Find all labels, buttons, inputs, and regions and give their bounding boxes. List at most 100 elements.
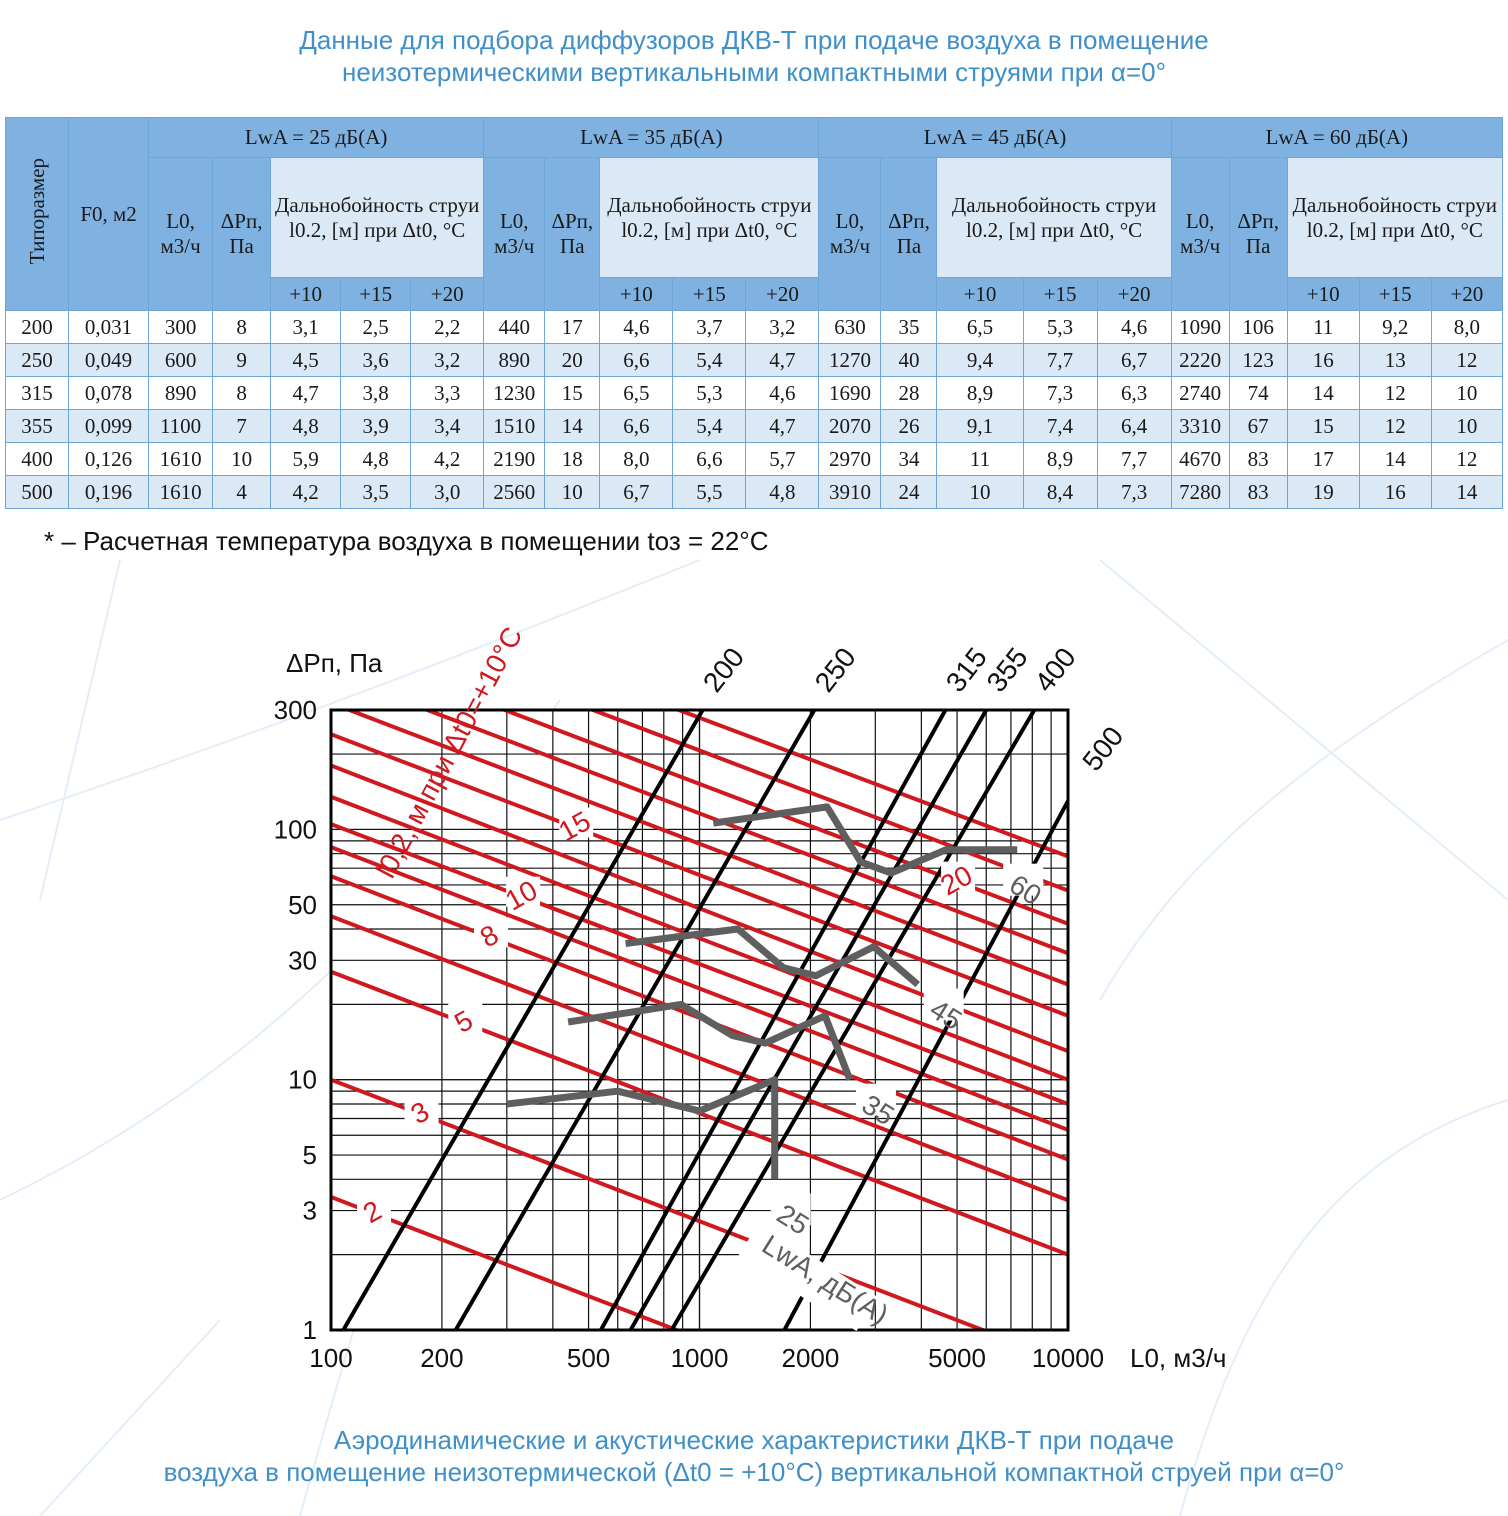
group-header-25: LwA = 25 дБ(А)	[148, 117, 485, 158]
dt-header: +10	[1286, 277, 1360, 311]
table-cell: 24	[880, 475, 938, 509]
table-cell: 315	[4, 376, 70, 410]
x-tick-label: 200	[420, 1343, 463, 1373]
noise-line-25	[506, 1076, 779, 1180]
table-cell: 74	[1228, 376, 1288, 410]
table-cell: 4,8	[340, 442, 412, 476]
table-cell: 16	[1286, 343, 1360, 377]
dt-header: +20	[1096, 277, 1172, 311]
table-cell: 1230	[483, 376, 546, 410]
chart-caption-line2: воздуха в помещение неизотермической (Δt…	[163, 1457, 1345, 1487]
table-cell: 0,196	[68, 475, 150, 509]
table-cell: 8,0	[1430, 310, 1504, 344]
table-cell: 2070	[818, 409, 882, 443]
table-cell: 5,4	[672, 343, 747, 377]
table-title-line1: Данные для подбора диффузоров ДКВ-Т при …	[299, 25, 1209, 55]
throw-label-bg	[356, 1193, 391, 1224]
dt-header: +10	[270, 277, 342, 311]
throw-label-bg	[506, 876, 541, 907]
table-cell: 15	[544, 376, 601, 410]
pressure-header: ΔPп, Па	[544, 157, 601, 311]
dt-header: +15	[1358, 277, 1432, 311]
throw-line	[331, 1077, 989, 1330]
dt-header: +15	[1022, 277, 1098, 311]
x-tick-label: 5000	[928, 1343, 986, 1373]
diffuser-data-table: Типоразмер F0, м2 LwA = 25 дБ(А) LwA = 3…	[4, 117, 1504, 509]
table-cell: 0,031	[68, 310, 150, 344]
table-cell: 4,8	[745, 475, 820, 509]
table-cell: 5,5	[672, 475, 747, 509]
table-title: Данные для подбора диффузоров ДКВ-Т при …	[0, 24, 1508, 88]
y-axis-label: ΔPп, Па	[286, 648, 383, 678]
table-cell: 7,3	[1096, 475, 1172, 509]
table-cell: 4,8	[270, 409, 342, 443]
table-body: 200 0,031 300 8 3,1 2,5 2,2 440 17 4,6 3,7 3,2 630 35…	[4, 310, 1504, 509]
table-cell: 500	[4, 475, 70, 509]
throw-label-bg	[941, 861, 976, 892]
flow-header: L0, м3/ч	[483, 157, 546, 311]
size-label-400: 400	[1029, 642, 1082, 698]
table-cell: 7	[212, 409, 272, 443]
table-cell: 3,1	[270, 310, 342, 344]
table-title-line2: неизотермическими вертикальными компактн…	[341, 57, 1167, 87]
throw-line	[343, 710, 1068, 987]
table-cell: 4,6	[745, 376, 820, 410]
table-cell: 0,099	[68, 409, 150, 443]
table-cell: 10	[544, 475, 601, 509]
throw-header: Дальнобойность струи l0.2, [м] при Δt0, …	[1286, 157, 1504, 278]
table-cell: 4,6	[599, 310, 674, 344]
y-tick-label: 300	[274, 695, 317, 725]
table-cell: 19	[1286, 475, 1360, 509]
size-label-355: 355	[981, 642, 1034, 698]
table-cell: 3,3	[410, 376, 485, 410]
noise-label-bg	[770, 1193, 811, 1226]
area-header-label: F0, м2	[80, 201, 137, 226]
size-header: Типоразмер	[4, 117, 70, 311]
table-cell: 1270	[818, 343, 882, 377]
noise-line-45	[625, 925, 920, 988]
noise-label-bg	[855, 1083, 896, 1116]
y-tick-label: 30	[288, 945, 317, 975]
table-cell: 890	[483, 343, 546, 377]
y-tick-label: 5	[303, 1140, 317, 1170]
throw-label-bg	[448, 1002, 483, 1033]
table-cell: 400	[4, 442, 70, 476]
flow-header: L0, м3/ч	[148, 157, 214, 311]
table-row: 315 0,078 890 8 4,7 3,8 3,3 1230 15 6,5 5,3 4,6 1690…	[4, 376, 1504, 410]
table-cell: 83	[1228, 475, 1288, 509]
table-cell: 11	[936, 442, 1024, 476]
table-cell: 16	[1358, 475, 1432, 509]
x-tick-label: 2000	[782, 1343, 840, 1373]
table-cell: 10	[1430, 376, 1504, 410]
table-cell: 13	[1358, 343, 1432, 377]
table-cell: 35	[880, 310, 938, 344]
table-cell: 7,7	[1096, 442, 1172, 476]
footnote: * – Расчетная температура воздуха в поме…	[44, 526, 769, 556]
table-row: 355 0,099 1100 7 4,8 3,9 3,4 1510 14 6,6 5,4 4,7 207…	[4, 409, 1504, 443]
table-cell: 200	[4, 310, 70, 344]
table-cell: 106	[1228, 310, 1288, 344]
x-tick-label: 500	[567, 1343, 610, 1373]
table-cell: 10	[1430, 409, 1504, 443]
table-cell: 2970	[818, 442, 882, 476]
table-cell: 3,7	[672, 310, 747, 344]
y-tick-label: 50	[288, 890, 317, 920]
table-cell: 34	[880, 442, 938, 476]
table-cell: 0,078	[68, 376, 150, 410]
flow-header: L0, м3/ч	[818, 157, 882, 311]
table-cell: 4,5	[270, 343, 342, 377]
pressure-header: ΔPп, Па	[1228, 157, 1288, 311]
table-cell: 6,5	[599, 376, 674, 410]
size-line-200	[341, 710, 705, 1330]
table-cell: 4,7	[745, 409, 820, 443]
chart-caption: Аэродинамические и акустические характер…	[0, 1424, 1508, 1488]
table-cell: 12	[1358, 409, 1432, 443]
table-cell: 9,2	[1358, 310, 1432, 344]
table-cell: 8,9	[1022, 442, 1098, 476]
table-cell: 7,4	[1022, 409, 1098, 443]
size-line-400	[669, 710, 1037, 1330]
table-cell: 15	[1286, 409, 1360, 443]
dt-header: +20	[410, 277, 485, 311]
table-cell: 8,0	[599, 442, 674, 476]
table-cell: 123	[1228, 343, 1288, 377]
